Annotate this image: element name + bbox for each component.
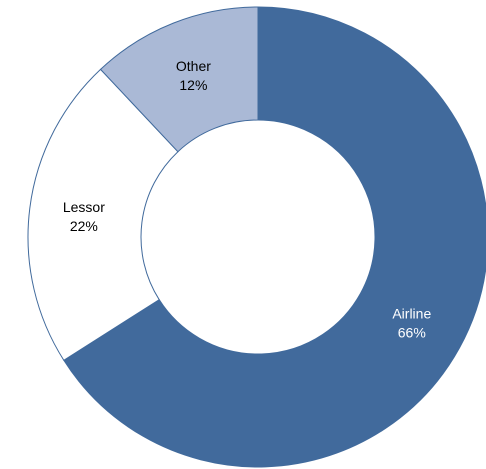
slice-airline xyxy=(63,6,486,468)
slice-label-other: Other 12% xyxy=(176,58,211,93)
slice-value-airline: 66% xyxy=(398,325,426,341)
slice-value-other: 12% xyxy=(179,77,207,93)
slice-category-airline: Airline xyxy=(392,306,431,322)
slice-label-airline: Airline 66% xyxy=(392,306,431,341)
slice-other xyxy=(99,6,259,153)
slice-labels: Airline 66% Lessor 22% Other 12% xyxy=(63,58,432,341)
slice-value-lessor: 22% xyxy=(70,218,98,234)
slice-category-other: Other xyxy=(176,58,211,74)
slice-category-lessor: Lessor xyxy=(63,199,105,215)
donut-slices xyxy=(27,6,486,468)
slice-label-lessor: Lessor 22% xyxy=(63,199,105,234)
slice-lessor xyxy=(27,68,179,361)
